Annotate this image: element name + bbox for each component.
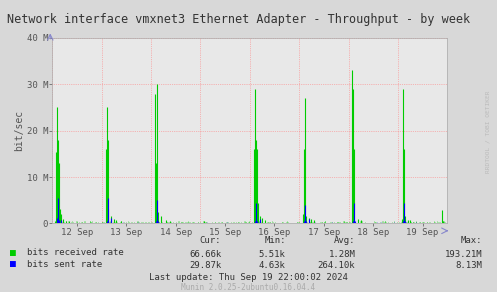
Text: 264.10k: 264.10k bbox=[318, 261, 355, 270]
Text: 66.66k: 66.66k bbox=[189, 250, 221, 258]
Text: bits sent rate: bits sent rate bbox=[27, 260, 102, 269]
Text: Network interface vmxnet3 Ethernet Adapter - Throughput - by week: Network interface vmxnet3 Ethernet Adapt… bbox=[7, 13, 470, 26]
Text: 29.87k: 29.87k bbox=[189, 261, 221, 270]
Text: 1.28M: 1.28M bbox=[329, 250, 355, 258]
Y-axis label: bit/sec: bit/sec bbox=[14, 110, 24, 151]
Text: 193.21M: 193.21M bbox=[444, 250, 482, 258]
Text: 4.63k: 4.63k bbox=[259, 261, 286, 270]
Text: Max:: Max: bbox=[461, 237, 482, 245]
Text: 5.51k: 5.51k bbox=[259, 250, 286, 258]
Text: Munin 2.0.25-2ubuntu0.16.04.4: Munin 2.0.25-2ubuntu0.16.04.4 bbox=[181, 283, 316, 292]
Text: 8.13M: 8.13M bbox=[455, 261, 482, 270]
Text: Avg:: Avg: bbox=[334, 237, 355, 245]
Text: Last update: Thu Sep 19 22:00:02 2024: Last update: Thu Sep 19 22:00:02 2024 bbox=[149, 273, 348, 282]
Text: Cur:: Cur: bbox=[200, 237, 221, 245]
Text: RRDTOOL / TOBI OETIKER: RRDTOOL / TOBI OETIKER bbox=[486, 90, 491, 173]
Text: ■: ■ bbox=[10, 248, 16, 258]
Text: bits received rate: bits received rate bbox=[27, 248, 124, 257]
Text: Min:: Min: bbox=[264, 237, 286, 245]
Text: ■: ■ bbox=[10, 259, 16, 269]
